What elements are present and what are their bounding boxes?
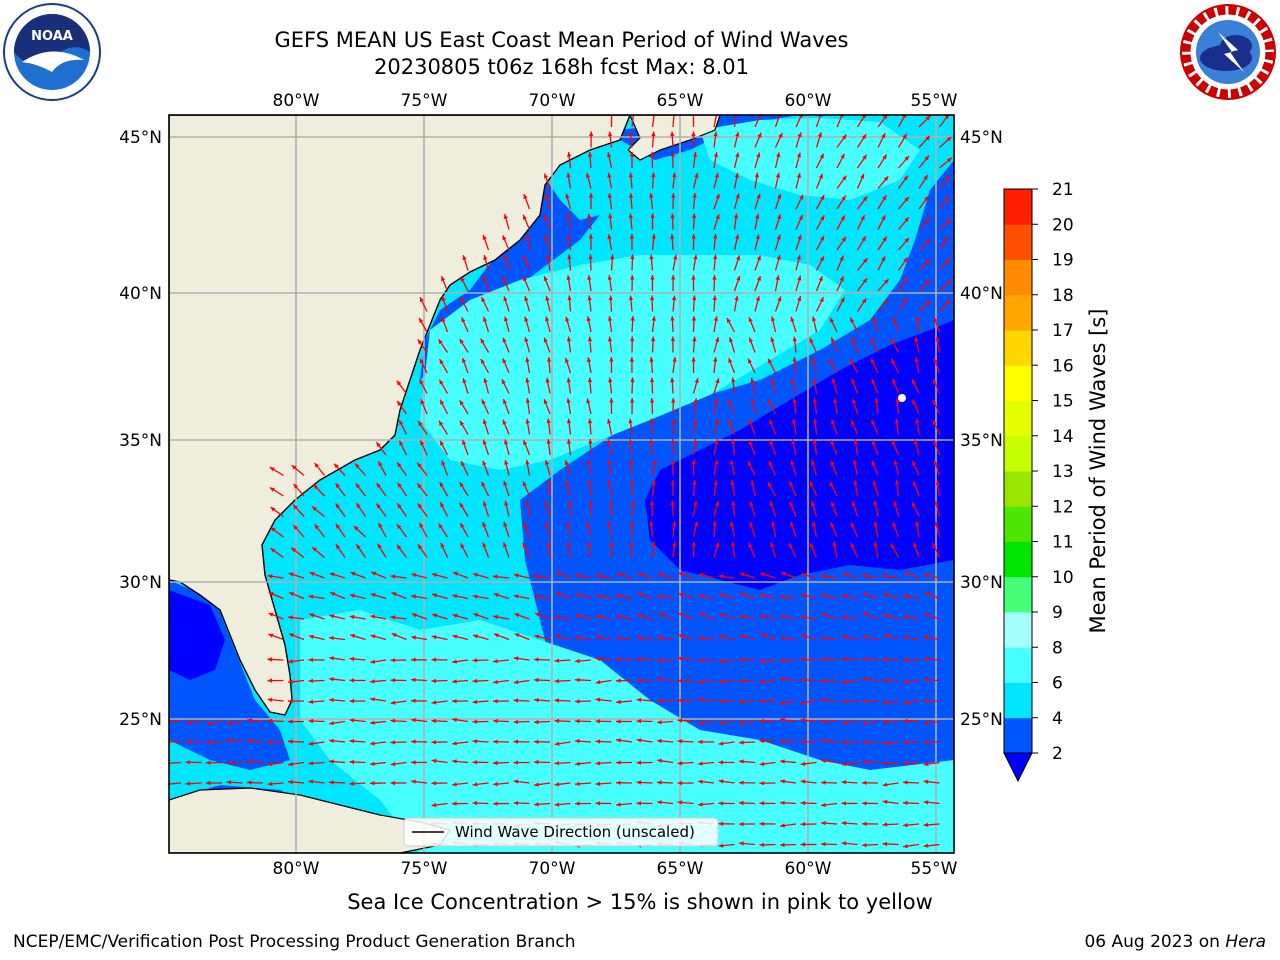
lon-label: 70°W [529,859,576,879]
colorbar-label: 12 [1052,497,1074,517]
footer-date: 06 Aug 2023 on Hera [1084,932,1266,952]
lat-label: 35°N [119,431,162,451]
lon-label: 80°W [273,859,320,879]
lat-label: 40°N [119,284,162,304]
lat-label: 30°N [960,573,1003,593]
lat-labels-left: 45°N 40°N 35°N 30°N 25°N [119,128,162,730]
lon-label: 65°W [657,859,704,879]
footer-credit: NCEP/EMC/Verification Post Processing Pr… [13,932,576,952]
colorbar-segment [1004,683,1032,719]
colorbar-label: 11 [1052,533,1074,553]
colorbar-segment [1004,330,1032,366]
colorbar-label: 9 [1052,603,1063,623]
colorbar-segment [1004,365,1032,401]
colorbar-segment [1004,471,1032,507]
lon-labels-top: 80°W 75°W 70°W 65°W 60°W 55°W [273,91,958,111]
colorbar-label: 18 [1052,286,1074,306]
lon-labels-bottom: 80°W 75°W 70°W 65°W 60°W 55°W [273,859,958,879]
colorbar-label: 20 [1052,215,1074,235]
lat-label: 45°N [119,128,162,148]
colorbar-label: 4 [1052,709,1063,729]
map-legend: Wind Wave Direction (unscaled) [404,818,718,846]
colorbar-label: 10 [1052,568,1074,588]
lon-label: 75°W [401,859,448,879]
colorbar-label: 14 [1052,427,1074,447]
lat-label: 35°N [960,431,1003,451]
colorbar-label: 19 [1052,251,1074,271]
lat-label: 45°N [960,128,1003,148]
colorbar-segment [1004,612,1032,648]
colorbar-label: 13 [1052,462,1074,482]
lon-label: 80°W [273,91,320,111]
lon-label: 60°W [785,859,832,879]
lat-label: 25°N [960,710,1003,730]
footer-host: Hera [1225,932,1266,952]
lat-label: 40°N [960,284,1003,304]
wind-wave-arrow [165,763,181,764]
colorbar-label: 8 [1052,638,1063,658]
legend-label: Wind Wave Direction (unscaled) [455,823,695,841]
colorbar: 2 4 6 8 9 10 11 12 13 14 15 16 17 18 19 20 21 [1004,180,1074,781]
colorbar-segment [1004,224,1032,260]
lon-label: 55°W [911,91,958,111]
lon-label: 60°W [785,91,832,111]
colorbar-segment [1004,647,1032,683]
colorbar-segment [1004,718,1032,754]
colorbar-label: 21 [1052,180,1074,200]
colorbar-segment [1004,436,1032,472]
map-figure: 80°W 75°W 70°W 65°W 60°W 55°W 80°W 75°W … [0,0,1280,960]
colorbar-label: 16 [1052,356,1074,376]
colorbar-segment [1004,189,1032,225]
lon-label: 75°W [401,91,448,111]
colorbar-title: Mean Period of Wind Waves [s] [1086,309,1110,634]
colorbar-segment [1004,401,1032,437]
lat-label: 30°N [119,573,162,593]
colorbar-segment [1004,506,1032,542]
lon-label: 70°W [529,91,576,111]
colorbar-label: 15 [1052,392,1074,412]
colorbar-segment [1004,260,1032,296]
lat-labels-right: 45°N 40°N 35°N 30°N 25°N [960,128,1003,730]
colorbar-label: 17 [1052,321,1074,341]
colorbar-segment [1004,295,1032,331]
footer-date-text: 06 Aug 2023 on [1084,932,1219,952]
colorbar-segment [1004,577,1032,613]
lon-label: 55°W [911,859,958,879]
colorbar-label: 6 [1052,674,1063,694]
colorbar-label: 2 [1052,744,1063,764]
lat-label: 25°N [119,710,162,730]
colorbar-segment [1004,542,1032,578]
lon-label: 65°W [657,91,704,111]
sea-ice-note: Sea Ice Concentration > 15% is shown in … [200,890,1080,914]
bermuda-marker [898,394,906,402]
colorbar-under-triangle [1004,753,1032,781]
